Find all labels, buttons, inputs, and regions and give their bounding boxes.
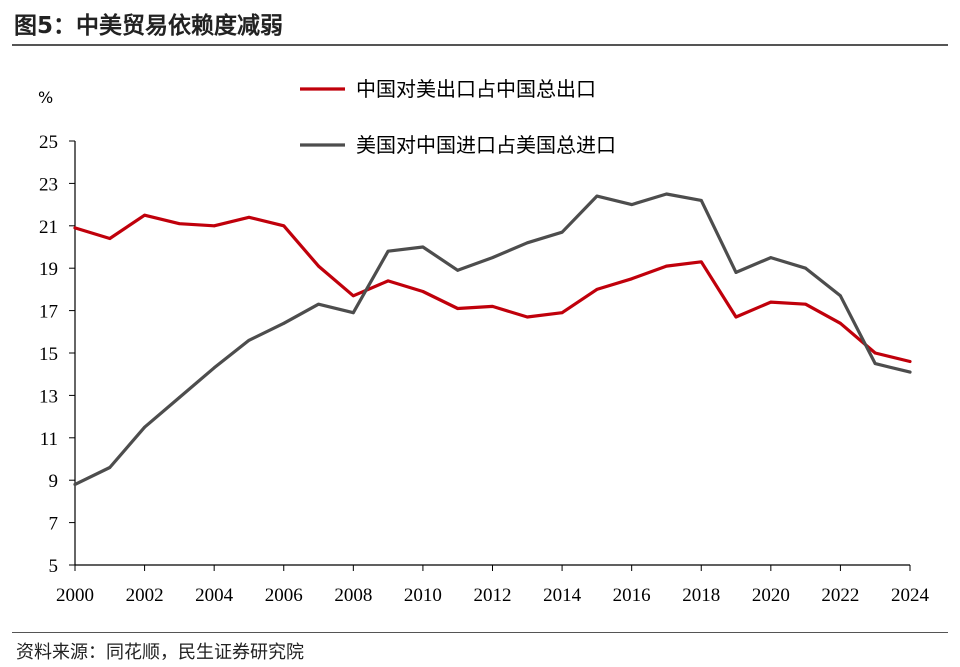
data-point [839, 321, 842, 325]
y-tick-label: 21 [39, 217, 58, 238]
data-point [525, 315, 529, 319]
data-point [491, 256, 494, 259]
data-point [456, 307, 460, 310]
data-point [317, 302, 320, 306]
data-point [560, 230, 564, 234]
data-point [73, 483, 77, 486]
x-tick-label: 2010 [404, 585, 442, 606]
data-point [456, 268, 460, 272]
data-point [212, 366, 216, 370]
data-point [421, 245, 425, 249]
data-point [734, 315, 738, 319]
x-tick-label: 2008 [334, 585, 372, 606]
data-point [665, 264, 668, 268]
y-tick-label: 17 [39, 302, 58, 323]
data-point [351, 311, 355, 315]
y-tick-label: 5 [49, 556, 59, 577]
data-point [386, 249, 390, 253]
x-tick-label: 2012 [474, 585, 512, 606]
data-point [873, 351, 877, 355]
x-tick-label: 2002 [126, 585, 164, 606]
data-point [386, 279, 390, 283]
data-point [804, 302, 808, 306]
y-tick-label: 7 [49, 514, 59, 535]
y-tick-label: 11 [40, 429, 58, 450]
figure-title: 图5：中美贸易依赖度减弱 [14, 13, 284, 39]
axes: % 5 7 9 11 13 15 17 19 21 23 25 2000 2002 2004 2006 2008… [38, 88, 930, 606]
data-point [491, 304, 494, 308]
data-point [804, 266, 808, 270]
x-tick-label: 2016 [613, 585, 651, 606]
data-point [247, 215, 251, 219]
y-tick-label: 15 [39, 344, 58, 365]
data-point [525, 241, 529, 245]
y-unit-label: % [38, 88, 53, 107]
data-point [282, 321, 286, 325]
data-point [108, 466, 112, 469]
y-tick-label: 19 [39, 259, 58, 280]
data-point [212, 224, 216, 228]
x-tick-label: 2020 [752, 585, 790, 606]
data-point [839, 294, 842, 298]
x-tick-label: 2018 [682, 585, 720, 606]
x-tick-label: 2004 [195, 585, 234, 606]
data-point [908, 360, 912, 363]
data-point [282, 224, 286, 228]
x-tick-label: 2014 [543, 585, 582, 606]
data-point [595, 194, 599, 198]
y-tick-label: 9 [49, 471, 59, 492]
x-tick-label: 2022 [821, 585, 859, 606]
legend-label-1: 中国对美出口占中国总出口 [356, 77, 596, 101]
data-point [908, 370, 912, 374]
data-point [873, 362, 877, 365]
data-point [143, 213, 146, 217]
source-note: 资料来源：同花顺，民生证券研究院 [16, 642, 304, 663]
data-point [595, 288, 599, 291]
x-tick-label: 2024 [891, 585, 930, 606]
data-point [351, 294, 355, 298]
data-point [177, 222, 181, 226]
data-point [630, 277, 634, 281]
y-tick-label: 23 [39, 174, 58, 195]
series-line-2 [73, 192, 912, 486]
title-divider [12, 44, 948, 46]
data-point [247, 338, 251, 342]
data-point [560, 311, 564, 315]
line-chart: % 5 7 9 11 13 15 17 19 21 23 25 2000 2002 2004 2006 2008… [38, 77, 930, 606]
data-point [108, 237, 112, 240]
legend-label-2: 美国对中国进口占美国总进口 [356, 133, 616, 157]
data-point [734, 271, 738, 274]
data-point [699, 260, 703, 264]
x-tick-label: 2006 [265, 585, 303, 606]
y-tick-label: 25 [39, 132, 58, 153]
data-point [665, 192, 668, 196]
data-point [177, 396, 181, 399]
data-point [769, 300, 773, 304]
series-layer [73, 192, 912, 486]
x-tick-label: 2000 [56, 585, 94, 606]
source-divider [12, 632, 948, 633]
data-point [143, 425, 146, 429]
data-point [630, 203, 634, 207]
data-point [421, 290, 425, 293]
series-line-1 [73, 213, 912, 364]
data-point [699, 198, 703, 202]
data-point [317, 264, 320, 268]
data-point [769, 256, 773, 259]
data-point [73, 226, 77, 230]
y-tick-label: 13 [39, 386, 58, 407]
